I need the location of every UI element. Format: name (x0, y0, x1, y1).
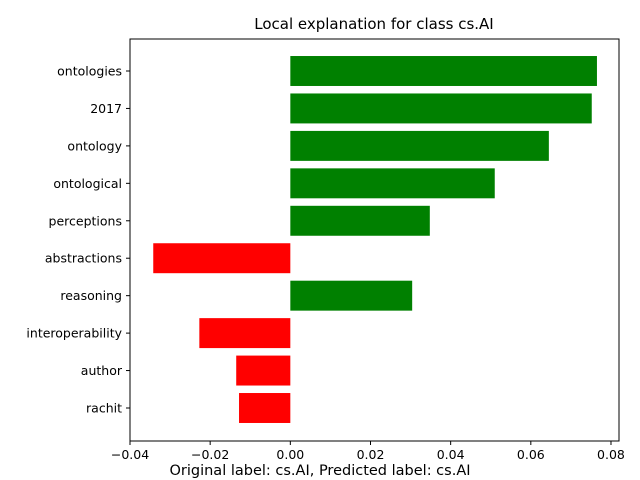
y-tick-label: reasoning (60, 288, 122, 303)
bar-ontology (290, 130, 549, 161)
plot-frame (129, 38, 620, 442)
bar-interoperability (199, 318, 291, 349)
y-tick-label: ontologies (57, 64, 122, 79)
y-axis-ticks: ontologies 2017 ontology ontological percept… (26, 64, 130, 416)
bars-group (153, 56, 597, 423)
x-tick-label: 0.00 (276, 447, 304, 462)
y-tick-label: ontological (53, 176, 122, 191)
x-tick-label: 0.02 (357, 447, 385, 462)
bar-ontological (290, 168, 495, 199)
bar-2017 (290, 93, 592, 124)
x-tick-label: 0.04 (437, 447, 465, 462)
y-tick-label: rachit (86, 401, 122, 416)
x-tick-label: −0.04 (111, 447, 149, 462)
y-tick-label: 2017 (90, 101, 122, 116)
bar-author (236, 355, 291, 386)
y-tick-label: abstractions (45, 251, 122, 266)
y-tick-label: ontology (67, 138, 122, 153)
x-axis-ticks: −0.04 −0.02 0.00 0.02 0.04 0.06 0.08 (111, 441, 625, 462)
bar-abstractions (153, 243, 291, 274)
y-tick-label: interoperability (26, 326, 122, 341)
x-tick-label: 0.08 (597, 447, 625, 462)
bar-ontologies (290, 56, 597, 86)
y-tick-label: author (81, 363, 123, 378)
chart-title: Local explanation for class cs.AI (254, 15, 493, 33)
bar-reasoning (290, 280, 413, 311)
bar-rachit (239, 393, 291, 423)
y-tick-label: perceptions (49, 213, 122, 228)
chart-caption: Original label: cs.AI, Predicted label: … (169, 463, 470, 479)
x-tick-label: −0.02 (191, 447, 229, 462)
bar-perceptions (290, 205, 430, 236)
x-tick-label: 0.06 (517, 447, 545, 462)
